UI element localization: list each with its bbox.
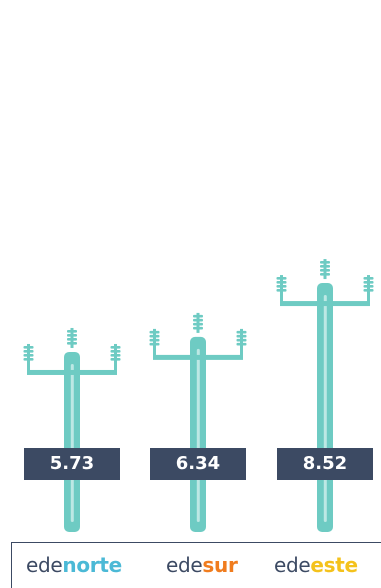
- insulator-right-disc: [363, 285, 374, 288]
- pole-highlight: [70, 363, 74, 522]
- insulator-left-disc: [23, 345, 34, 349]
- insulator-top-disc: [67, 329, 77, 333]
- insulator-left-disc: [276, 285, 287, 288]
- insulator-right-disc: [236, 334, 247, 338]
- pole-edeeste: [276, 259, 374, 532]
- insulator-top-disc: [320, 261, 330, 264]
- legend-edesur-prefix: ede: [166, 553, 203, 577]
- pole-arm-end-left: [280, 291, 283, 306]
- insulator-top-disc: [193, 322, 203, 326]
- legend-edenorte-prefix: ede: [26, 553, 63, 577]
- insulator-right-disc: [363, 281, 374, 284]
- insulator-top: [67, 327, 77, 348]
- value-label-edenorte: 5.73: [24, 448, 120, 480]
- insulator-left-disc: [149, 330, 160, 334]
- insulator-top-disc: [67, 341, 77, 345]
- insulator-top: [320, 259, 330, 280]
- legend-edesur-suffix: sur: [202, 553, 238, 577]
- pole-arm-end-left: [27, 359, 30, 374]
- insulator-right: [363, 275, 374, 296]
- legend-edenorte: edenorte: [26, 553, 122, 577]
- pole-highlight: [323, 295, 327, 522]
- insulator-top-disc: [193, 314, 203, 318]
- poles-group: [23, 259, 374, 532]
- insulator-left: [23, 343, 34, 364]
- pole-crossarm: [153, 354, 243, 360]
- pole-arm-end-right: [240, 344, 243, 359]
- legend-edenorte-suffix: norte: [62, 553, 122, 577]
- insulator-left-disc: [23, 357, 34, 361]
- insulator-left-disc: [276, 281, 287, 284]
- insulator-top-disc: [67, 337, 77, 341]
- insulator-left-disc: [149, 338, 160, 342]
- insulator-right-disc: [363, 277, 374, 280]
- insulator-right-disc: [110, 353, 121, 357]
- legend-edeeste-suffix: este: [310, 553, 358, 577]
- insulator-right: [236, 328, 247, 349]
- insulator-right: [110, 343, 121, 364]
- insulator-left: [276, 275, 287, 296]
- pole-arm-end-left: [153, 344, 156, 359]
- insulator-left-disc: [23, 353, 34, 357]
- pole-crossarm: [27, 369, 117, 375]
- insulator-right-disc: [236, 330, 247, 334]
- insulator-right-disc: [236, 342, 247, 346]
- insulator-left-disc: [23, 349, 34, 353]
- legend-edeeste: edeeste: [274, 553, 358, 577]
- legend-edesur: edesur: [166, 553, 238, 577]
- insulator-left: [149, 328, 160, 349]
- insulator-left-disc: [276, 277, 287, 280]
- insulator-right-disc: [110, 349, 121, 353]
- value-label-edesur: 6.34: [150, 448, 246, 480]
- insulator-right-disc: [363, 289, 374, 292]
- insulator-left-disc: [276, 289, 287, 292]
- insulator-left-disc: [149, 334, 160, 338]
- insulator-top-disc: [320, 269, 330, 272]
- pole-crossarm: [280, 301, 370, 307]
- legend-frame: [11, 542, 381, 588]
- value-label-edeeste: 8.52: [277, 448, 373, 480]
- pole-edesur: [149, 312, 247, 532]
- insulator-top-disc: [193, 318, 203, 322]
- insulator-top-disc: [320, 265, 330, 268]
- insulator-top-disc: [193, 326, 203, 330]
- insulator-top: [193, 312, 203, 333]
- insulator-right-disc: [236, 338, 247, 342]
- legend-edeeste-prefix: ede: [274, 553, 311, 577]
- pole-arm-end-right: [114, 359, 117, 374]
- pole-highlight: [196, 348, 200, 522]
- insulator-top-disc: [67, 333, 77, 337]
- insulator-right-disc: [110, 345, 121, 349]
- insulator-right-disc: [110, 357, 121, 361]
- pole-arm-end-right: [367, 291, 370, 306]
- insulator-top-disc: [320, 273, 330, 276]
- insulator-left-disc: [149, 342, 160, 346]
- pole-edenorte: [23, 327, 121, 532]
